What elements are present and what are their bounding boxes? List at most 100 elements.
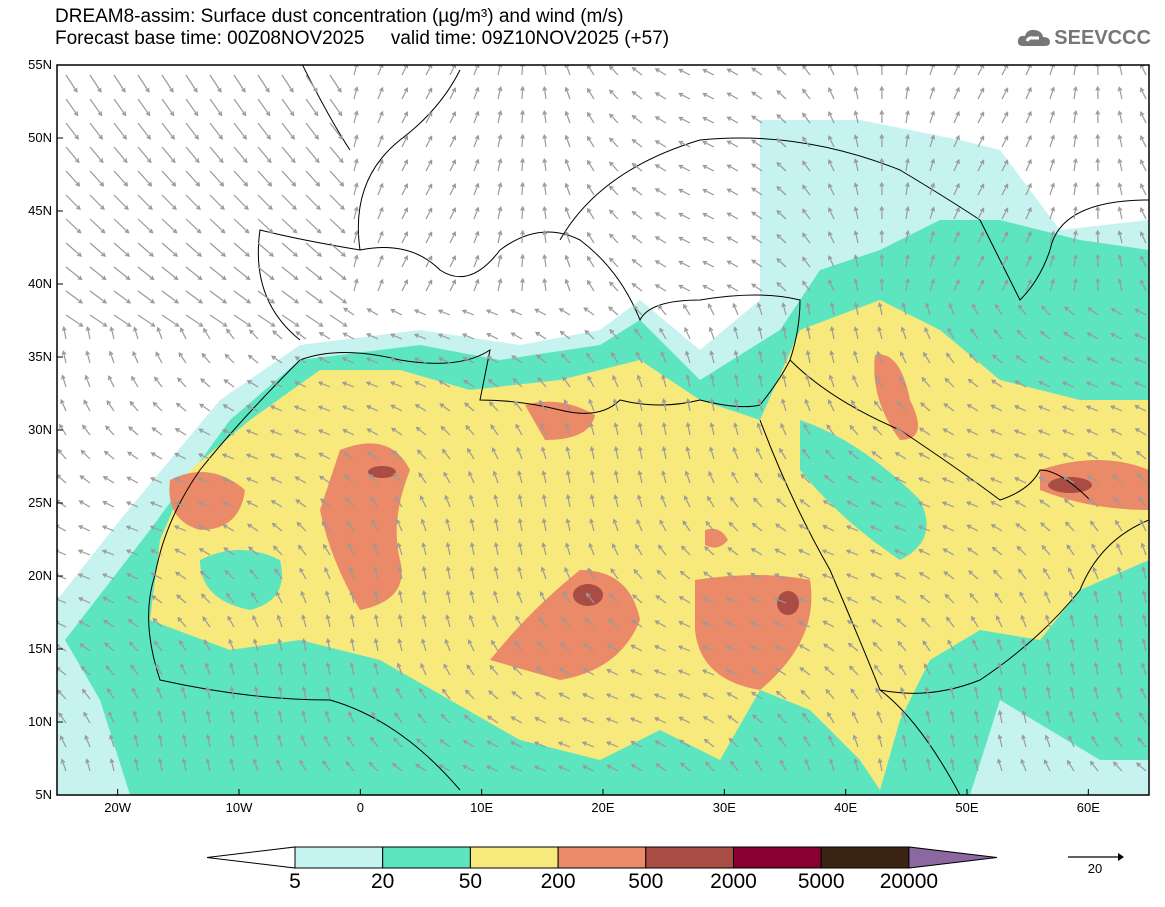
wind-arrow [969,592,979,604]
wind-arrow [584,617,595,628]
wind-arrow [1064,521,1075,532]
wind-arrow [581,741,595,748]
wind-arrow [538,616,547,628]
wind-arrow [846,620,859,628]
wind-arrow [776,186,787,196]
wind-arrow [949,710,955,724]
wind-arrow [1049,230,1056,244]
wind-arrow [682,520,691,532]
wind-arrow [945,616,955,628]
wind-arrow [822,500,835,508]
wind-arrow [269,453,283,460]
wind-arrow [608,233,619,244]
wind-arrow [1117,158,1123,172]
wind-arrow [749,597,763,604]
wind-arrow [1072,277,1078,292]
wind-arrow [966,524,979,532]
wind-arrow [209,266,227,281]
wind-arrow [1095,85,1101,100]
wind-arrow [221,477,235,484]
wind-arrow [702,188,715,196]
wind-arrow [445,518,451,532]
wind-arrow [1017,568,1027,580]
colorbar-swatch [469,846,559,869]
wind-arrow [990,500,1003,508]
wind-arrow [517,470,523,484]
wind-arrow [781,326,787,340]
wind-arrow [517,517,523,532]
wind-arrow [396,542,403,556]
wind-vectors [57,65,1147,772]
wind-arrow [727,715,739,724]
wind-arrow [996,758,1003,772]
wind-arrow [353,230,359,244]
wind-arrow [800,689,811,700]
wind-arrow [1092,710,1099,724]
wind-arrow [977,111,985,124]
wind-arrow [559,330,571,340]
wind-arrow [270,476,283,484]
wind-arrow [684,326,691,340]
wind-arrow [701,645,715,652]
wind-arrow [977,183,985,196]
wind-arrow [1001,183,1009,196]
wind-arrow [1093,662,1099,676]
wind-arrow [449,135,457,148]
wind-arrow [905,253,910,268]
wind-arrow [224,353,235,364]
wind-arrow [102,500,115,508]
wind-arrow [1025,158,1032,172]
wind-arrow [990,379,1003,388]
wind-arrow [605,693,619,700]
wind-arrow [1117,134,1123,148]
wind-arrow [491,447,499,460]
wind-arrow [343,307,355,316]
wind-arrow [564,158,571,172]
wind-arrow [586,87,595,100]
wind-arrow [1016,329,1027,340]
wind-arrow [227,615,235,628]
wind-arrow [581,717,595,724]
wind-arrow [977,159,985,172]
wind-arrow [133,326,139,340]
wind-arrow [533,741,547,748]
wind-arrow [152,401,163,412]
wind-arrow [319,498,331,508]
wind-arrow [1041,544,1051,556]
wind-arrow [533,765,547,772]
wind-arrow [853,758,859,772]
wind-arrow [875,687,883,700]
wind-arrow [1013,405,1027,412]
wind-arrow [465,424,475,436]
wind-arrow [65,98,79,117]
wind-arrow [517,566,523,580]
wind-arrow [538,399,547,412]
wind-arrow [377,278,384,292]
wind-arrow [851,711,859,724]
wind-arrow [803,735,811,748]
wind-arrow [781,398,787,412]
wind-arrow [853,134,859,148]
wind-arrow [65,290,84,304]
wind-arrow [180,662,187,676]
wind-arrow [901,757,907,772]
wind-arrow [899,351,907,364]
wind-arrow [828,734,835,748]
wind-arrow [709,422,715,436]
wind-arrow [257,74,270,93]
wind-arrow [629,693,643,700]
wind-arrow [277,710,283,724]
wind-arrow [702,68,715,76]
wind-arrow [1014,380,1027,388]
wind-arrow [223,547,235,556]
wind-arrow [154,376,163,388]
wind-arrow [869,501,883,508]
wind-arrow [894,572,907,580]
wind-arrow [377,206,384,220]
wind-arrow [449,231,457,244]
wind-arrow [804,758,811,772]
wind-arrow [872,641,883,652]
wind-arrow [635,351,643,364]
wind-arrow [125,501,139,508]
wind-arrow [257,122,271,140]
